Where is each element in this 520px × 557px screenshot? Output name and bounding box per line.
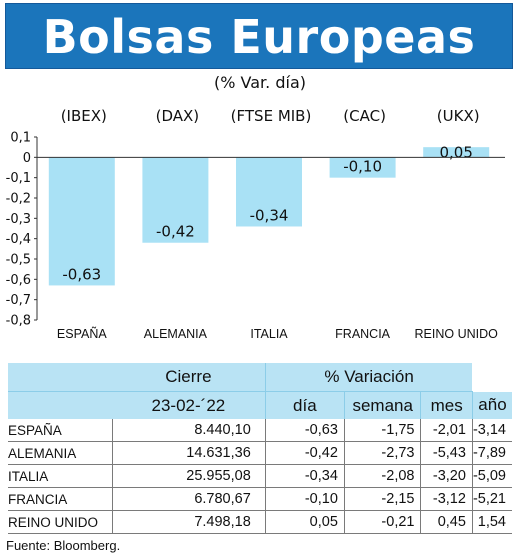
bar: [142, 157, 209, 243]
data-label: -0,63: [62, 265, 101, 283]
category-label: ITALIA: [250, 327, 288, 341]
mes-cell: -3,12: [420, 487, 473, 511]
subheader-empty: [8, 391, 112, 419]
y-tick-label: 0,1: [10, 131, 31, 146]
header-dia: día: [264, 391, 345, 419]
ano-cell: -5,21: [471, 487, 512, 511]
semana-cell: -2,73: [343, 441, 421, 465]
chart-title: Bolsas Europeas: [42, 10, 476, 64]
table-header-row: Cierre % Variación: [8, 363, 512, 392]
table-row: REINO UNIDO 7.498,18 0,05 -0,21 0,45 1,54: [8, 510, 512, 534]
cierre-cell: 8.440,10: [111, 419, 266, 442]
country-cell: FRANCIA: [8, 487, 112, 511]
data-label: 0,05: [439, 143, 472, 161]
ano-cell: -5,09: [471, 464, 512, 488]
category-label: REINO UNIDO: [415, 327, 499, 341]
header-semana: semana: [343, 391, 421, 419]
dia-cell: -0,34: [264, 464, 345, 488]
country-cell: ITALIA: [8, 464, 112, 488]
country-cell: REINO UNIDO: [8, 510, 112, 534]
y-tick-label: 0: [23, 151, 31, 166]
ano-cell: 1,54: [471, 510, 512, 534]
table-subheader-row: 23-02-´22 día semana mes año: [8, 391, 512, 419]
table-row: ITALIA 25.955,08 -0,34 -2,08 -3,20 -5,09: [8, 464, 512, 488]
category-label: FRANCIA: [335, 327, 391, 341]
y-tick-label: -0,5: [6, 253, 31, 268]
y-tick-label: -0,6: [6, 273, 31, 288]
header-empty: [8, 363, 112, 392]
header-date: 23-02-´22: [112, 391, 266, 419]
mes-cell: 0,45: [420, 510, 473, 534]
semana-cell: -1,75: [343, 419, 421, 442]
table-row: ALEMANIA 14.631,36 -0,42 -2,73 -5,43 -7,89: [8, 441, 512, 465]
bar: [48, 157, 115, 286]
ano-cell: -3,14: [471, 419, 512, 442]
index-label: (CAC): [343, 107, 386, 125]
index-label: (IBEX): [61, 107, 107, 125]
mes-cell: -5,43: [420, 441, 473, 465]
index-label: (UKX): [437, 107, 480, 125]
header-ano: año: [471, 391, 512, 419]
ano-cell: -7,89: [471, 441, 512, 465]
index-label: (DAX): [156, 107, 200, 125]
bar: [423, 147, 490, 158]
bar-chart: (IBEX) (DAX) (FTSE MIB) (CAC) (UKX) -0,63 ESPA…: [6, 107, 505, 341]
header-cierre: Cierre: [112, 363, 266, 392]
country-cell: ESPAÑA: [8, 419, 112, 442]
dia-cell: 0,05: [264, 510, 345, 534]
y-tick-label: -0,8: [6, 314, 31, 329]
data-label: -0,42: [156, 223, 195, 241]
data-label: -0,10: [343, 158, 382, 176]
bar: [329, 157, 396, 178]
data-label: -0,34: [250, 206, 289, 224]
dia-cell: -0,63: [264, 419, 345, 442]
y-tick-label: -0,7: [6, 293, 31, 308]
mes-cell: -3,20: [420, 464, 473, 488]
cierre-cell: 14.631,36: [111, 441, 266, 465]
y-tick-label: -0,4: [6, 232, 31, 247]
table-row: ESPAÑA 8.440,10 -0,63 -1,75 -2,01 -3,14: [8, 419, 512, 442]
semana-cell: -2,15: [343, 487, 421, 511]
country-cell: ALEMANIA: [8, 441, 112, 465]
market-table: Cierre % Variación 23-02-´22 día semana …: [8, 363, 512, 534]
title-banner: Bolsas Europeas: [5, 3, 513, 69]
y-tick-label: -0,3: [6, 212, 31, 227]
index-label: (FTSE MIB): [231, 107, 312, 125]
header-variacion: % Variación: [264, 363, 473, 392]
semana-cell: -0,21: [343, 510, 421, 534]
dia-cell: -0,10: [264, 487, 345, 511]
mes-cell: -2,01: [420, 419, 473, 442]
cierre-cell: 6.780,67: [111, 487, 266, 511]
dia-cell: -0,42: [264, 441, 345, 465]
semana-cell: -2,08: [343, 464, 421, 488]
table-row: FRANCIA 6.780,67 -0,10 -2,15 -3,12 -5,21: [8, 487, 512, 511]
cierre-cell: 25.955,08: [111, 464, 266, 488]
category-label: ALEMANIA: [144, 327, 208, 341]
cierre-cell: 7.498,18: [111, 510, 266, 534]
category-label: ESPAÑA: [57, 327, 107, 341]
bar: [236, 157, 302, 227]
y-tick-label: -0,1: [6, 171, 31, 186]
chart-subtitle: (% Var. día): [214, 73, 306, 92]
y-tick-label: -0,2: [6, 192, 31, 207]
header-mes: mes: [420, 391, 473, 419]
source-note: Fuente: Bloomberg.: [6, 538, 121, 553]
